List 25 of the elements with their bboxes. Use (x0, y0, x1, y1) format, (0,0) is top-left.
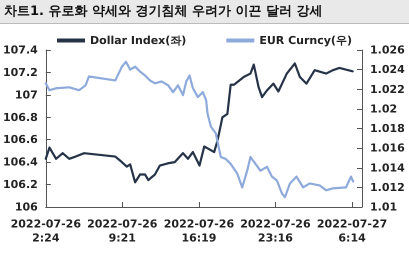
y2-tick-label: 1.024 (370, 63, 406, 76)
y2-tick-label: 1.018 (370, 122, 405, 135)
legend-label: EUR Curncy(우) (259, 34, 352, 47)
x-tick-label: 2022-07-26 9:21 (87, 218, 158, 244)
y-tick-label: 107.2 (2, 66, 38, 79)
y-tick-label: 106.8 (2, 110, 38, 124)
y-tick-label: 106.4 (2, 156, 38, 169)
x-tick-label: 2022-07-26 23:16 (240, 218, 311, 244)
y2-tick-label: 1.016 (370, 142, 406, 155)
y2-tick-label: 1.02 (370, 102, 398, 116)
y2-tick-label: 1.022 (370, 82, 405, 96)
y-tick-label: 107.4 (2, 44, 38, 56)
y-tick-label: 106 (14, 200, 38, 214)
y2-tick-label: 1.01 (370, 200, 398, 214)
chart-title: 차트1. 유로화 약세와 경기침체 우려가 이끈 달러 강세 (0, 0, 409, 24)
y2-tick-label: 1.012 (370, 180, 405, 194)
y-tick-label: 107 (14, 88, 38, 102)
x-tick-label: 2022-07-27 6:14 (316, 218, 388, 244)
y-tick-label: 106.6 (2, 133, 38, 146)
x-tick-label: 2022-07-26 16:19 (164, 218, 234, 244)
legend-label: Dollar Index(좌) (90, 34, 186, 47)
y2-tick-label: 1.014 (370, 161, 406, 174)
y-tick-label: 106.2 (2, 178, 38, 192)
y2-tick-label: 1.026 (370, 44, 406, 56)
x-tick-label: 2022-07-26 2:24 (10, 218, 82, 244)
